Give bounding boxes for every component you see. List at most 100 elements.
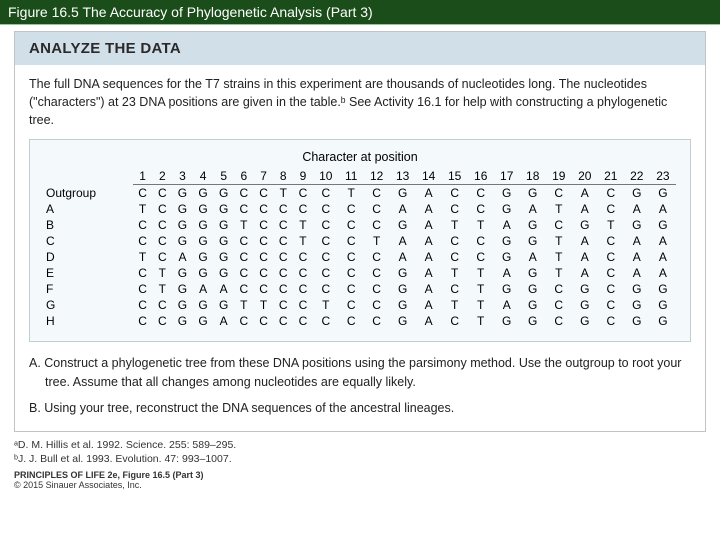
row-label: G [44, 297, 133, 313]
nucleotide-cell: T [546, 201, 572, 217]
nucleotide-cell: C [364, 313, 390, 329]
nucleotide-cell: A [520, 201, 546, 217]
row-label-header [44, 168, 133, 185]
nucleotide-cell: G [213, 233, 234, 249]
nucleotide-cell: C [313, 281, 339, 297]
nucleotide-cell: A [213, 281, 234, 297]
nucleotide-cell: C [598, 201, 624, 217]
position-header: 18 [520, 168, 546, 185]
nucleotide-cell: C [234, 281, 254, 297]
nucleotide-cell: G [172, 233, 193, 249]
nucleotide-cell: C [313, 265, 339, 281]
nucleotide-cell: C [339, 201, 364, 217]
footnote-a: ᵃD. M. Hillis et al. 1992. Science. 255:… [14, 438, 706, 452]
nucleotide-cell: C [313, 233, 339, 249]
nucleotide-cell: C [364, 281, 390, 297]
nucleotide-cell: C [254, 265, 274, 281]
nucleotide-cell: A [624, 249, 650, 265]
nucleotide-cell: G [193, 313, 214, 329]
nucleotide-cell: C [254, 201, 274, 217]
nucleotide-cell: T [234, 297, 254, 313]
position-header: 7 [254, 168, 274, 185]
nucleotide-cell: A [416, 249, 442, 265]
content-wrapper: ANALYZE THE DATA The full DNA sequences … [0, 25, 720, 432]
nucleotide-cell: G [520, 313, 546, 329]
position-header: 14 [416, 168, 442, 185]
nucleotide-cell: A [494, 297, 520, 313]
nucleotide-cell: C [273, 265, 293, 281]
sequence-table-block: Character at position 123456789101112131… [29, 139, 691, 342]
position-header: 1 [133, 168, 153, 185]
nucleotide-cell: G [193, 297, 214, 313]
nucleotide-cell: A [624, 265, 650, 281]
nucleotide-cell: A [416, 233, 442, 249]
nucleotide-cell: T [152, 265, 172, 281]
row-label: F [44, 281, 133, 297]
nucleotide-cell: T [468, 297, 494, 313]
nucleotide-cell: C [152, 233, 172, 249]
panel-header: ANALYZE THE DATA [15, 32, 705, 65]
nucleotide-cell: C [234, 313, 254, 329]
position-header: 21 [598, 168, 624, 185]
nucleotide-cell: G [390, 265, 416, 281]
nucleotide-cell: C [293, 313, 313, 329]
position-header: 2 [152, 168, 172, 185]
nucleotide-cell: A [520, 249, 546, 265]
nucleotide-cell: T [468, 217, 494, 233]
nucleotide-cell: T [468, 265, 494, 281]
table-caption: Character at position [44, 150, 676, 164]
nucleotide-cell: T [293, 233, 313, 249]
panel-body: The full DNA sequences for the T7 strain… [15, 65, 705, 431]
nucleotide-cell: C [339, 233, 364, 249]
nucleotide-cell: C [273, 233, 293, 249]
nucleotide-cell: G [193, 217, 214, 233]
nucleotide-cell: G [213, 297, 234, 313]
nucleotide-cell: C [364, 217, 390, 233]
nucleotide-cell: G [494, 281, 520, 297]
nucleotide-cell: C [598, 313, 624, 329]
nucleotide-cell: C [234, 233, 254, 249]
nucleotide-cell: G [213, 265, 234, 281]
nucleotide-cell: C [133, 217, 153, 233]
nucleotide-cell: C [598, 233, 624, 249]
nucleotide-cell: A [650, 201, 676, 217]
nucleotide-cell: A [572, 265, 598, 281]
nucleotide-cell: C [364, 185, 390, 202]
nucleotide-cell: G [624, 217, 650, 233]
nucleotide-cell: G [494, 313, 520, 329]
nucleotide-cell: A [494, 217, 520, 233]
credit-copyright: © 2015 Sinauer Associates, Inc. [14, 480, 706, 490]
nucleotide-cell: T [254, 297, 274, 313]
nucleotide-cell: C [598, 249, 624, 265]
nucleotide-cell: C [152, 297, 172, 313]
nucleotide-cell: G [213, 249, 234, 265]
nucleotide-cell: C [442, 313, 468, 329]
nucleotide-cell: T [442, 297, 468, 313]
position-header: 23 [650, 168, 676, 185]
nucleotide-cell: T [133, 249, 153, 265]
nucleotide-cell: G [624, 313, 650, 329]
nucleotide-cell: C [254, 249, 274, 265]
table-row: FCTGAACCCCCCCGACTGGCGCGG [44, 281, 676, 297]
nucleotide-cell: G [650, 297, 676, 313]
nucleotide-cell: A [650, 249, 676, 265]
nucleotide-cell: T [152, 281, 172, 297]
nucleotide-cell: A [172, 249, 193, 265]
nucleotide-cell: C [598, 265, 624, 281]
nucleotide-cell: C [468, 201, 494, 217]
nucleotide-cell: G [172, 297, 193, 313]
question-a: A. Construct a phylogenetic tree from th… [29, 354, 691, 390]
nucleotide-cell: C [293, 185, 313, 202]
nucleotide-cell: T [546, 249, 572, 265]
table-row: HCCGGACCCCCCCGACTGGCGCGG [44, 313, 676, 329]
nucleotide-cell: G [172, 217, 193, 233]
table-row: BCCGGGTCCTCCCGATTAGCGTGG [44, 217, 676, 233]
nucleotide-cell: C [293, 201, 313, 217]
nucleotide-cell: G [520, 217, 546, 233]
nucleotide-cell: A [213, 313, 234, 329]
nucleotide-cell: A [416, 217, 442, 233]
nucleotide-cell: G [213, 185, 234, 202]
table-row: ATCGGGCCCCCCCAACCGATACAA [44, 201, 676, 217]
nucleotide-cell: G [494, 249, 520, 265]
analyze-panel: ANALYZE THE DATA The full DNA sequences … [14, 31, 706, 432]
